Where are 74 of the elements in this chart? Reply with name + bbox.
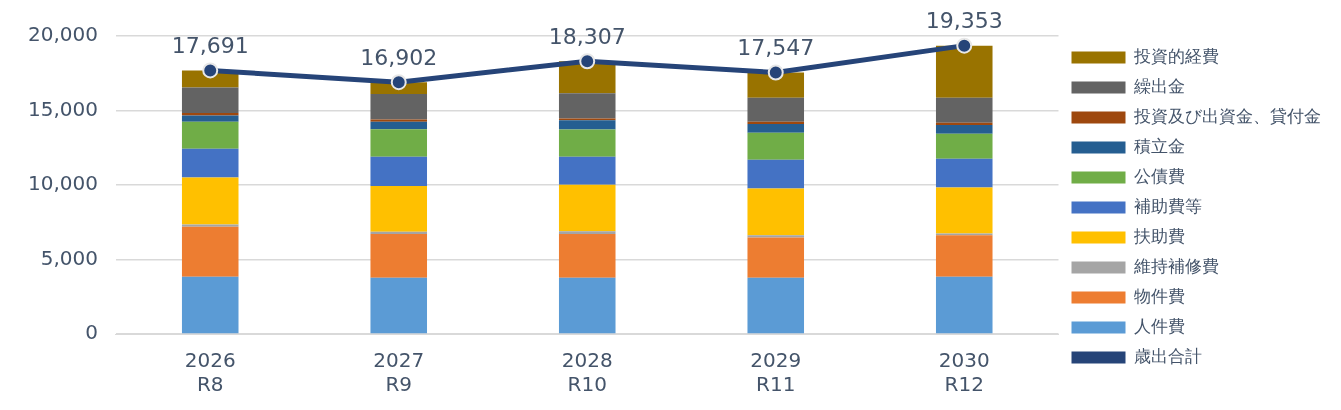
bar	[935, 133, 993, 159]
bar	[181, 224, 239, 227]
data-label: 17,691	[171, 33, 249, 59]
x-tick-label: 2029 R11	[750, 348, 802, 397]
legend-label: 補助費等	[1134, 195, 1202, 216]
bar	[558, 231, 616, 235]
bar	[558, 156, 616, 185]
bar	[935, 45, 993, 98]
bar	[935, 122, 993, 126]
x-tick-label: 2028 R10	[561, 348, 613, 397]
bar	[935, 158, 993, 188]
point	[956, 37, 973, 54]
bar	[935, 235, 993, 277]
bar	[370, 277, 428, 334]
legend-label: 維持補修費	[1133, 255, 1219, 276]
y-tick-label: 15,000	[28, 96, 98, 121]
bar	[935, 187, 993, 234]
bar	[747, 123, 805, 133]
bar	[370, 94, 428, 120]
data-label: 16,902	[360, 44, 438, 70]
data-label: 19,353	[925, 8, 1003, 34]
bar	[370, 234, 428, 278]
bar	[558, 277, 616, 334]
bar	[181, 177, 239, 225]
point	[767, 64, 784, 81]
bar	[370, 231, 428, 235]
bar	[558, 129, 616, 157]
legend-label: 投資及び出資金、貸付金	[1133, 105, 1321, 126]
bar	[747, 277, 805, 334]
legend-label: 積立金	[1134, 135, 1185, 156]
y-tick-label: 10,000	[28, 171, 98, 196]
bar	[747, 235, 805, 238]
legend-label: 投資的経費	[1133, 45, 1219, 66]
bar	[558, 184, 616, 232]
bar	[370, 156, 428, 186]
bar	[558, 234, 616, 278]
y-tick-label: 20,000	[28, 22, 98, 47]
bar	[935, 97, 993, 123]
bar	[747, 97, 805, 122]
bar	[370, 121, 428, 130]
bar	[181, 226, 239, 277]
bar	[181, 87, 239, 114]
legend-label: 人件費	[1134, 315, 1185, 336]
x-tick-label: 2027 R9	[373, 348, 425, 397]
y-tick-label: 0	[85, 320, 98, 345]
legend-label: 公債費	[1134, 165, 1185, 186]
y-tick-label: 5,000	[40, 245, 98, 270]
legend-label: 扶助費	[1133, 225, 1185, 246]
bar	[181, 121, 239, 149]
bar	[747, 121, 805, 124]
data-label: 18,307	[548, 23, 626, 49]
legend-label: 物件費	[1134, 285, 1185, 306]
data-label: 17,547	[737, 35, 815, 61]
point	[579, 53, 596, 70]
bar	[935, 276, 993, 334]
bar	[558, 120, 616, 130]
bar	[747, 132, 805, 160]
bar	[935, 125, 993, 134]
bar	[181, 276, 239, 334]
bar	[181, 113, 239, 116]
bar	[370, 119, 428, 122]
x-tick-label: 2026 R8	[184, 348, 236, 397]
legend-label: 繰出金	[1133, 75, 1185, 96]
bar	[747, 237, 805, 278]
bar	[181, 148, 239, 178]
bar	[747, 188, 805, 236]
bar	[181, 115, 239, 122]
x-tick-label: 2030 R12	[938, 348, 990, 397]
legend-label: 歳出合計	[1134, 345, 1202, 366]
point	[390, 74, 407, 91]
bar	[747, 159, 805, 189]
bar	[370, 185, 428, 232]
bar	[370, 129, 428, 157]
bar	[558, 93, 616, 119]
